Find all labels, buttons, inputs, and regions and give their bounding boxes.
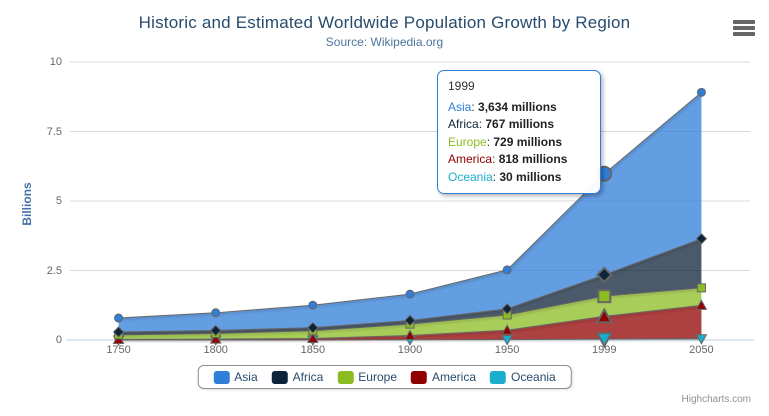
- point-africa-1750[interactable]: [112, 326, 125, 338]
- legend-label: Asia: [234, 370, 258, 384]
- point-america-1850[interactable]: [307, 332, 319, 343]
- point-africa-1950[interactable]: [501, 303, 513, 315]
- y-axis-label-5: 5: [55, 195, 62, 207]
- point-asia-1900[interactable]: [405, 289, 415, 299]
- point-oceania-1950[interactable]: [501, 335, 513, 346]
- legend-item-asia[interactable]: Asia: [213, 370, 258, 384]
- point-asia-1950[interactable]: [502, 265, 512, 275]
- point-america-1800[interactable]: [209, 333, 222, 344]
- point-america-2050[interactable]: [695, 299, 708, 310]
- legend-swatch-america: [411, 370, 428, 384]
- point-asia-1850[interactable]: [308, 300, 318, 310]
- tooltip-row-oceania: Oceania: 30 millions: [448, 169, 562, 184]
- point-africa-1850[interactable]: [307, 321, 319, 334]
- y-axis-label-10: 10: [49, 56, 62, 68]
- point-asia-2050[interactable]: [696, 87, 706, 97]
- x-axis-label-1900: 1900: [397, 344, 423, 356]
- area-africa[interactable]: [118, 238, 702, 335]
- legend-swatch-europe: [337, 370, 354, 384]
- legend-label: Oceania: [511, 370, 556, 384]
- point-america-1900[interactable]: [404, 329, 416, 340]
- tooltip-row-america: America: 818 millions: [448, 152, 568, 166]
- tooltip-header: 1999: [448, 79, 475, 93]
- x-axis-label-1950: 1950: [494, 344, 520, 356]
- point-asia-1800[interactable]: [211, 308, 221, 318]
- point-africa-1900[interactable]: [404, 314, 416, 327]
- legend-swatch-africa: [271, 370, 288, 384]
- chart-title: Historic and Estimated Worldwide Populat…: [138, 13, 631, 32]
- export-menu-bar: [733, 26, 755, 30]
- tooltip-series-value: 818 millions: [498, 152, 568, 166]
- x-axis-label-2050: 2050: [689, 344, 714, 356]
- point-europe-1999[interactable]: [597, 289, 612, 304]
- point-africa-1999[interactable]: [595, 266, 613, 284]
- point-europe-2050[interactable]: [696, 283, 706, 293]
- tooltip-series-value: 767 millions: [485, 117, 555, 131]
- point-africa-1800[interactable]: [210, 324, 222, 337]
- legend-item-europe[interactable]: Europe: [337, 370, 397, 384]
- legend-label: America: [432, 370, 477, 384]
- tooltip-series-name: Europe: [448, 134, 487, 149]
- point-america-1999[interactable]: [595, 307, 613, 324]
- area-america[interactable]: [118, 305, 702, 340]
- tooltip-series-name: Asia: [448, 99, 472, 114]
- y-axis-label-0: 0: [55, 334, 62, 346]
- x-axis-label-1999: 1999: [592, 344, 617, 356]
- export-menu-bar: [733, 32, 755, 36]
- x-axis-label-1800: 1800: [203, 344, 228, 356]
- tooltip-series-value: 3,634 millions: [478, 99, 557, 114]
- tooltip-series-value: 30 millions: [499, 169, 562, 184]
- legend: Asia Africa Europe America Oceania: [197, 365, 572, 389]
- point-africa-2050[interactable]: [695, 233, 708, 245]
- tooltip-series-name: Oceania: [448, 169, 493, 184]
- tooltip-rows: Asia: 3,634 millions Africa: 767 millions…: [448, 99, 590, 187]
- legend-swatch-oceania: [490, 370, 507, 384]
- tooltip-series-name: Africa: [448, 117, 479, 131]
- legend-item-oceania[interactable]: Oceania: [490, 370, 556, 384]
- chart-subtitle: Source: Wikipedia.org: [325, 35, 444, 49]
- point-asia-1750[interactable]: [114, 313, 124, 323]
- export-menu-icon[interactable]: [733, 20, 755, 38]
- credits-link[interactable]: Highcharts.com: [681, 394, 751, 405]
- legend-label: Africa: [292, 370, 324, 384]
- area-asia[interactable]: [118, 92, 702, 332]
- point-america-1950[interactable]: [501, 324, 513, 335]
- tooltip-series-value: 729 millions: [493, 134, 563, 149]
- export-menu-bar: [733, 20, 755, 24]
- tooltip: 1999 Asia: 3,634 millions Africa: 767 mil…: [437, 70, 601, 194]
- y-axis-label-7.5: 7.5: [46, 125, 62, 138]
- tooltip-row-africa: Africa: 767 millions: [448, 117, 555, 131]
- x-axis-label-1750: 1750: [106, 344, 131, 356]
- tooltip-row-asia: Asia: 3,634 millions: [448, 99, 557, 114]
- legend-item-africa[interactable]: Africa: [271, 370, 324, 384]
- legend-label: Europe: [358, 370, 398, 384]
- y-axis-label-2.5: 2.5: [46, 264, 62, 277]
- legend-item-america[interactable]: America: [411, 370, 476, 384]
- point-oceania-2050[interactable]: [695, 334, 708, 345]
- tooltip-series-name: America: [448, 152, 493, 166]
- x-axis-label-1850: 1850: [300, 344, 326, 356]
- legend-swatch-asia: [213, 370, 230, 384]
- point-oceania-1999[interactable]: [595, 332, 613, 349]
- tooltip-row-europe: Europe: 729 millions: [448, 134, 563, 149]
